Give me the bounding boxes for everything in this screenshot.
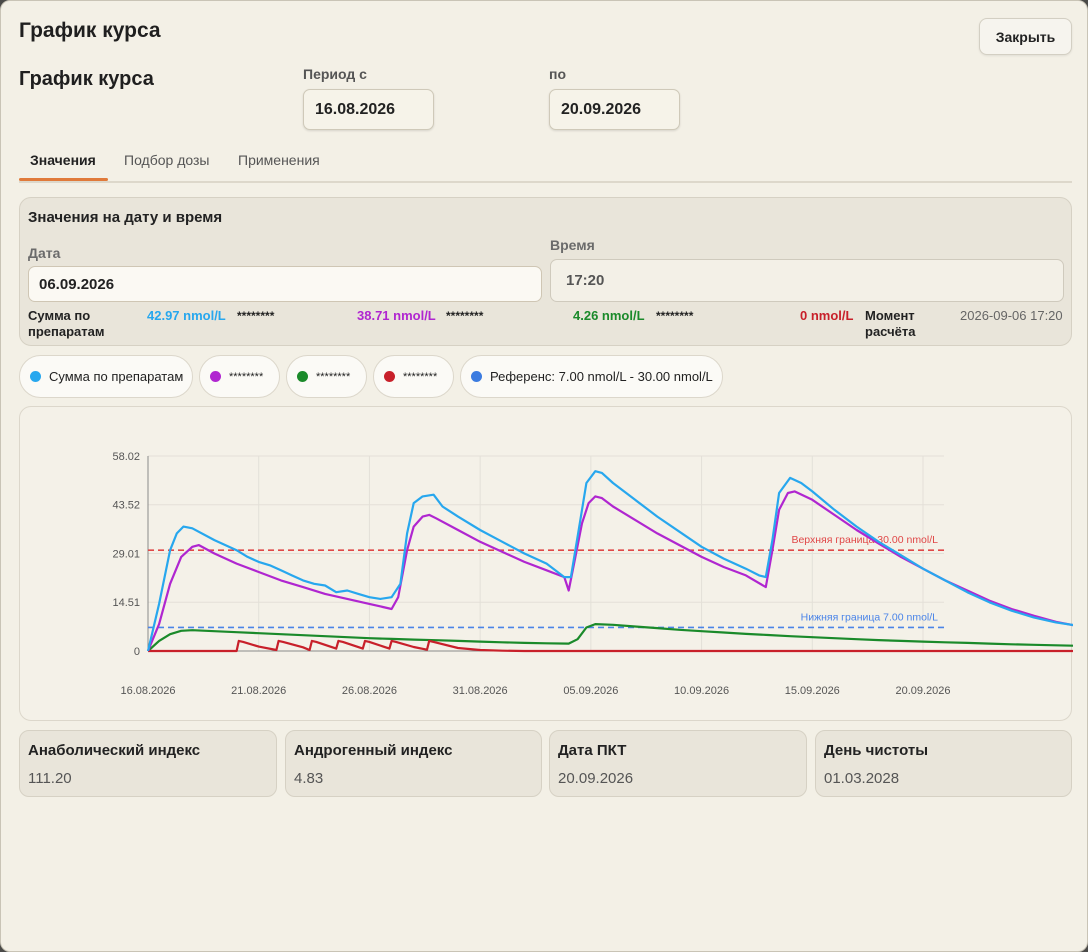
x-tick-label: 05.09.2026 [563,685,618,697]
series-line-0 [146,470,1073,652]
stat-title: День чистоты [824,742,929,759]
legend-drug-1[interactable]: ******** [199,355,280,398]
anabolic-index-card: Анаболический индекс 111.20 [19,730,277,797]
drug-1-value: 38.71 nmol/L [357,308,436,323]
drug-2-value: 4.26 nmol/L [573,308,645,323]
legend-sum[interactable]: Сумма по препаратам [19,355,193,398]
tab-bar: Значения Подбор дозы Применения [19,141,1072,183]
time-input[interactable]: 17:20 [550,259,1064,302]
legend-drug-3[interactable]: ******** [373,355,454,398]
x-tick-label: 10.09.2026 [674,685,729,697]
drug-3-value: 0 nmol/L [800,308,854,323]
legend-dot-icon [210,371,221,382]
legend-drug-2[interactable]: ******** [286,355,367,398]
x-tick-label: 16.08.2026 [120,685,175,697]
sum-label: Сумма по препаратам [28,308,105,339]
y-tick-label: 29.01 [112,549,140,561]
x-tick-label: 20.09.2026 [895,685,950,697]
drug-1-name: ******** [237,309,275,323]
clean-day-card: День чистоты 01.03.2028 [815,730,1072,797]
stat-value: 20.09.2026 [558,770,634,787]
upper-reference-label: Верхняя граница 30.00 nmol/L [791,534,938,546]
legend-label: ******** [403,370,438,383]
date-input[interactable]: 06.09.2026 [28,266,542,302]
page-title: График курса [19,68,154,90]
y-tick-label: 58.02 [112,451,140,463]
tab-applications[interactable]: Применения [238,152,320,168]
x-tick-label: 21.08.2026 [231,685,286,697]
series-line-2 [147,623,1073,652]
x-tick-label: 15.09.2026 [785,685,840,697]
legend-label: Референс: 7.00 nmol/L - 30.00 nmol/L [490,369,713,384]
stat-value: 01.03.2028 [824,770,900,787]
lower-reference-label: Нижняя граница 7.00 nmol/L [801,611,939,623]
date-label: Дата [28,245,61,261]
period-to-label: по [549,66,567,82]
time-label: Время [550,237,595,253]
chart-card: 0 14.51 29.01 43.52 58.02 16.08.2026 21.08.202… [19,406,1073,721]
series-line-3 [148,639,1073,653]
stat-value: 4.83 [294,770,324,787]
sum-value: 42.97 nmol/L [147,308,226,323]
active-tab-indicator [19,178,108,181]
legend-reference[interactable]: Референс: 7.00 nmol/L - 30.00 nmol/L [460,355,723,398]
stat-title: Дата ПКТ [558,742,627,759]
legend-dot-icon [384,371,395,382]
period-from-label: Период с [303,66,367,82]
drug-2-name: ******** [446,309,484,323]
moment-value: 2026-09-06 17:20 [960,308,1063,323]
legend-label: ******** [229,370,264,383]
stat-value: 111.20 [28,770,72,787]
androgenic-index-card: Андрогенный индекс 4.83 [285,730,542,797]
legend-label: Сумма по препаратам [49,369,184,384]
x-tick-label: 26.08.2026 [342,685,397,697]
y-tick-label: 0 [134,646,140,658]
series-line-1 [146,490,1073,652]
stat-title: Анаболический индекс [28,742,201,759]
tab-values[interactable]: Значения [30,152,96,168]
y-tick-label: 43.52 [112,500,140,512]
legend-dot-icon [471,371,482,382]
legend-dot-icon [30,371,41,382]
window-title: График курса [19,19,161,42]
period-to-input[interactable]: 20.09.2026 [549,89,680,130]
course-chart: 0 14.51 29.01 43.52 58.02 16.08.2026 21.08.202… [112,451,1073,697]
y-tick-label: 14.51 [112,597,140,609]
x-tick-label: 31.08.2026 [453,685,508,697]
moment-label: Момент расчёта [865,308,916,339]
values-panel-title: Значения на дату и время [28,209,223,226]
drug-3-name: ******** [656,309,694,323]
period-from-input[interactable]: 16.08.2026 [303,89,434,130]
tab-dose-selection[interactable]: Подбор дозы [124,152,210,168]
close-button[interactable]: Закрыть [979,18,1072,55]
pct-date-card: Дата ПКТ 20.09.2026 [549,730,807,797]
values-at-datetime-panel: Значения на дату и время Дата 06.09.2026… [19,197,1072,346]
legend-dot-icon [297,371,308,382]
legend-label: ******** [316,370,351,383]
stat-title: Андрогенный индекс [294,742,453,759]
